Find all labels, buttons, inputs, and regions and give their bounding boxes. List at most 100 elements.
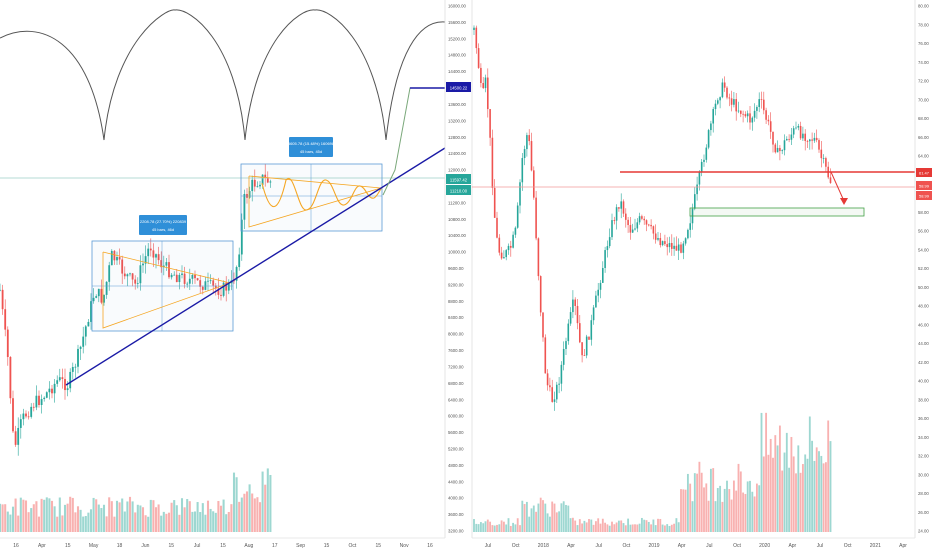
- right-volume-bar-144: [804, 454, 807, 532]
- left-candle-body-53: [136, 283, 139, 285]
- left-volume-bar-58: [149, 499, 152, 532]
- right-candle-body-3: [480, 67, 482, 84]
- left-candle-body-94: [243, 193, 246, 220]
- left-candle-body-96: [248, 191, 251, 198]
- right-candle-body-39: [562, 348, 565, 365]
- left-volume-bar-17: [43, 499, 46, 532]
- left-candle-body-8: [19, 419, 22, 428]
- right-volume-bar-104: [712, 468, 715, 532]
- right-volume-bar-29: [539, 497, 542, 532]
- right-candle-body-85: [668, 243, 671, 248]
- left-ytick-19: 8400.00: [448, 315, 464, 320]
- left-candle-body-4: [9, 357, 12, 399]
- left-volume-bar-8: [19, 497, 22, 532]
- right-candle-body-126: [762, 99, 765, 111]
- left-candle-body-31: [79, 346, 82, 349]
- right-candle-body-40: [565, 341, 567, 349]
- left-ytick-32: 3200.00: [448, 529, 464, 534]
- right-volume-bar-110: [726, 480, 728, 532]
- right-candle-body-31: [544, 337, 547, 374]
- right-volume-bar-132: [776, 445, 779, 532]
- right-candle-body-74: [643, 218, 646, 221]
- right-volume-bar-43: [571, 517, 574, 532]
- right-candle-body-55: [599, 282, 602, 290]
- left-volume-bar-89: [230, 504, 233, 532]
- right-candle-body-120: [749, 113, 751, 123]
- left-volume-bar-78: [201, 503, 204, 532]
- right-current-price-label: 58.99: [919, 184, 930, 189]
- right-volume-bar-148: [813, 460, 816, 532]
- right-candle-body-106: [716, 100, 719, 104]
- right-candle-body-26: [532, 170, 535, 198]
- right-ytick-3: 74.00: [918, 60, 929, 65]
- left-volume-bar-84: [217, 500, 220, 532]
- left-volume-bar-100: [258, 502, 262, 532]
- right-volume-bar-145: [806, 458, 809, 532]
- right-candle-body-149: [815, 137, 818, 141]
- left-volume-bar-42: [108, 497, 111, 532]
- left-candle-body-75: [194, 274, 196, 279]
- right-candle-body-78: [652, 226, 655, 234]
- left-xtick-4: 18: [117, 543, 123, 549]
- left-xtick-2: 15: [65, 543, 71, 549]
- right-volume-bar-31: [544, 503, 547, 532]
- projected-breakout-path: [382, 87, 445, 196]
- right-candle-body-135: [783, 140, 786, 151]
- right-candle-body-8: [491, 137, 494, 188]
- left-xtick-8: 15: [220, 543, 226, 549]
- left-candle-body-47: [121, 259, 124, 274]
- resistance-price-badge: [916, 168, 932, 177]
- left-ytick-2: 15200.00: [448, 36, 467, 41]
- right-ytick-26: 28.00: [918, 491, 929, 496]
- left-candle-body-0: [0, 289, 1, 291]
- left-ytick-12: 11200.00: [448, 200, 466, 205]
- right-candle-body-34: [551, 387, 554, 402]
- right-candle-body-146: [808, 139, 811, 142]
- right-candle-body-65: [622, 201, 625, 214]
- right-candle-body-72: [638, 216, 641, 223]
- right-volume-bar-48: [583, 520, 586, 532]
- right-xtick-11: Apr: [788, 543, 796, 549]
- left-candle-body-30: [77, 348, 79, 367]
- right-ytick-11: 58.00: [918, 210, 929, 215]
- left-candle-body-87: [225, 282, 228, 291]
- right-ytick-20: 40.00: [918, 379, 929, 384]
- right-xtick-9: Oct: [733, 543, 741, 549]
- right-candle-body-111: [728, 97, 731, 99]
- right-candle-body-110: [726, 87, 728, 98]
- left-volume-bar-4: [9, 514, 12, 532]
- right-volume-bar-63: [617, 520, 620, 532]
- right-volume-bar-10: [496, 524, 498, 532]
- right-ytick-25: 30.00: [918, 472, 929, 477]
- left-candle-body-82: [212, 280, 215, 286]
- left-candle-body-20: [51, 388, 53, 394]
- right-candle-body-64: [620, 201, 623, 209]
- right-volume-bar-137: [788, 467, 791, 532]
- left-candle-body-22: [56, 380, 59, 384]
- left-candle-body-58: [149, 248, 152, 251]
- right-candle-body-35: [553, 399, 556, 402]
- right-volume-bar-68: [629, 524, 632, 532]
- right-candle-body-54: [597, 289, 600, 296]
- right-candle-body-151: [820, 149, 823, 159]
- right-candle-body-28: [537, 238, 540, 277]
- right-ytick-7: 66.00: [918, 135, 929, 140]
- right-volume-bar-80: [657, 518, 659, 532]
- right-volume-bar-34: [551, 501, 554, 532]
- left-candle-body-23: [58, 377, 61, 381]
- right-candle-body-71: [636, 222, 639, 229]
- left-candle-body-90: [233, 280, 235, 282]
- left-volume-bar-32: [82, 516, 85, 532]
- right-candle-body-9: [493, 187, 496, 218]
- right-volume-bar-130: [772, 457, 774, 532]
- right-candle-body-109: [723, 82, 726, 88]
- right-candle-body-20: [519, 182, 521, 206]
- right-candle-body-38: [560, 364, 563, 384]
- right-candle-body-133: [779, 147, 781, 152]
- right-ytick-12: 56.00: [918, 229, 929, 234]
- left-candle-body-73: [188, 278, 191, 284]
- left-volume-bar-11: [27, 512, 30, 532]
- left-volume-bar-64: [165, 513, 168, 532]
- left-candle-body-41: [105, 281, 108, 295]
